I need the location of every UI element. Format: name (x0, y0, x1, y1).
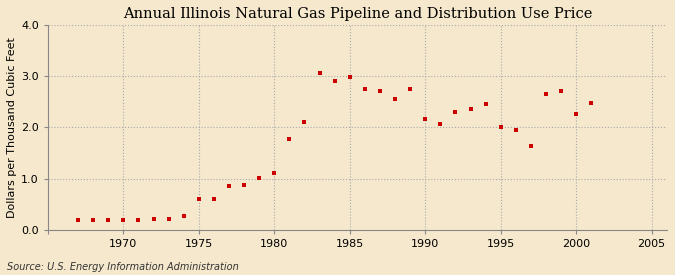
Point (556, 89, 566, 94)
Point (586, 101, 597, 105)
Point (73, 218, 84, 222)
Point (314, 70, 325, 75)
Point (375, 89, 385, 94)
Point (178, 214, 189, 218)
Point (435, 122, 446, 126)
Point (269, 171, 279, 176)
Point (420, 116, 431, 121)
Point (344, 75, 355, 79)
Point (450, 110, 461, 114)
Point (329, 79, 340, 83)
Point (571, 111, 582, 116)
Text: Source: U.S. Energy Information Administration: Source: U.S. Energy Information Administ… (7, 262, 238, 272)
Point (223, 184, 234, 188)
Point (118, 217, 129, 222)
Point (480, 102, 491, 106)
Point (526, 144, 537, 148)
Point (360, 87, 371, 91)
Title: Annual Illinois Natural Gas Pipeline and Distribution Use Price: Annual Illinois Natural Gas Pipeline and… (123, 7, 592, 21)
Point (254, 175, 265, 180)
Point (133, 217, 144, 222)
Point (405, 87, 416, 91)
Point (510, 128, 521, 132)
Point (239, 183, 250, 187)
Point (163, 216, 174, 221)
Point (299, 120, 310, 124)
Point (465, 107, 476, 112)
Point (209, 197, 219, 201)
Point (284, 136, 295, 141)
Point (194, 197, 205, 201)
Point (495, 125, 506, 130)
Point (148, 217, 159, 221)
Point (103, 217, 113, 222)
Point (88, 217, 99, 222)
Y-axis label: Dollars per Thousand Cubic Feet: Dollars per Thousand Cubic Feet (7, 37, 17, 218)
Point (541, 92, 551, 96)
Point (389, 97, 400, 101)
